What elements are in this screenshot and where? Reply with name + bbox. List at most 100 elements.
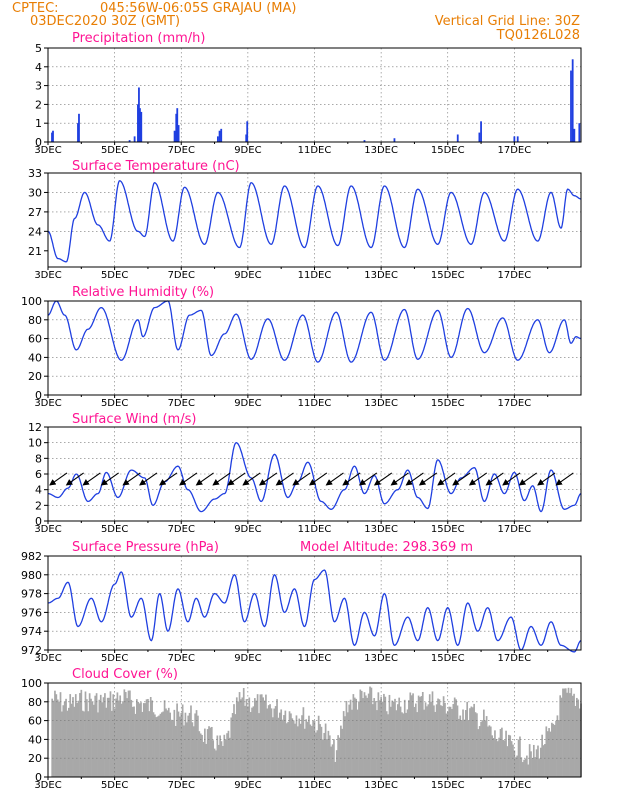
cloud-bar: [412, 693, 414, 777]
cloud-bar: [571, 695, 574, 777]
cloud-bar: [545, 726, 548, 777]
cloud-bar: [222, 745, 224, 777]
cloud-bar: [555, 720, 557, 777]
cloud-bar: [241, 697, 244, 777]
y-tick-label: 60: [28, 333, 42, 346]
cloud-bar: [335, 750, 338, 777]
precipitation-bars: [51, 59, 581, 142]
cloud-bar: [534, 757, 537, 777]
cloud-bar: [210, 726, 213, 777]
precip-bar: [516, 136, 519, 142]
cloud-bar: [230, 717, 233, 777]
header-grid-line: Vertical Grid Line: 30Z: [435, 14, 580, 29]
x-tick-label: 3DEC: [34, 270, 61, 281]
cloud-bar: [277, 717, 280, 777]
y-tick-label: 20: [28, 752, 42, 765]
cloud-bar: [212, 740, 215, 777]
cloud-bar: [297, 726, 299, 777]
cloud-bar: [544, 744, 546, 777]
cloud-bar: [313, 720, 316, 777]
cloud-bar: [141, 711, 144, 777]
cloud-bar: [370, 687, 373, 777]
cloud-bar: [148, 711, 151, 777]
wind-arrow: [437, 472, 456, 486]
x-tick-label: 11DEC: [298, 145, 332, 156]
cloud-bar: [112, 694, 115, 777]
cloud-bar: [154, 714, 156, 777]
cloud-bar: [487, 726, 489, 777]
cloud-bar: [80, 689, 83, 777]
cloud-bar: [449, 706, 452, 777]
x-tick-label: 7DEC: [168, 145, 195, 156]
precip-bar: [177, 125, 180, 142]
cloud-bar: [463, 719, 466, 777]
y-tick-label: 2: [35, 98, 42, 111]
cloud-bar: [566, 692, 568, 777]
cloud-bar: [98, 699, 101, 777]
cloud-bar: [438, 699, 441, 777]
cloud-bar: [394, 698, 396, 777]
x-tick-label: 7DEC: [168, 524, 195, 535]
cloud-bar: [459, 715, 462, 777]
cloud-bar: [187, 715, 190, 777]
cloud-bar: [213, 748, 216, 777]
x-tick-label: 15DEC: [431, 270, 465, 281]
cloud-bar: [503, 740, 506, 777]
cloud-bar: [55, 694, 58, 777]
precip-bar: [218, 130, 221, 142]
wind-arrow: [452, 472, 471, 486]
cloud-bar: [489, 726, 492, 777]
cloud-bar: [392, 701, 395, 777]
cloud-bar: [344, 716, 346, 777]
cloud-bar: [569, 693, 571, 777]
cloud-bar: [499, 729, 502, 777]
cloud-bar: [409, 692, 412, 777]
wind-arrow: [373, 472, 393, 486]
cloud-bar: [133, 706, 135, 777]
series-line: [47, 569, 582, 653]
cloud-bar: [327, 730, 330, 777]
cloud-bar: [458, 718, 460, 777]
cloud-bar: [131, 706, 134, 777]
precip-bar: [571, 59, 574, 142]
cloud-bar: [237, 701, 240, 777]
cloud-bar: [199, 733, 202, 777]
y-tick-label: 0: [35, 389, 42, 402]
cloud-bar: [346, 712, 349, 777]
cloud-bar: [70, 703, 73, 777]
precipitation-x-axis: 3DEC 5DEC 7DEC 9DEC 11DEC 13DEC 15DEC 17DEC: [34, 142, 549, 156]
cloud-bar: [448, 706, 450, 777]
precip-bar: [78, 113, 80, 142]
cloud-bar: [111, 710, 113, 777]
y-tick-label: 4: [35, 61, 42, 74]
cloud-bar: [384, 696, 387, 777]
cloud-bar: [570, 688, 573, 777]
cloud-bar: [470, 706, 473, 777]
cloud-bar: [267, 705, 270, 777]
cloud-bar: [549, 731, 552, 777]
x-tick-label: 11DEC: [298, 270, 332, 281]
cloud-bar: [155, 717, 158, 777]
y-tick-label: 10: [28, 437, 42, 450]
cloud-bar: [576, 697, 578, 777]
cloud-bar: [242, 688, 245, 777]
cloud-bar: [542, 745, 545, 777]
cloud-bar: [403, 699, 406, 777]
cloud-bar: [88, 693, 91, 777]
cloud-bar: [437, 698, 439, 777]
precip-bar: [456, 134, 459, 142]
cloud-bar: [73, 706, 76, 777]
x-tick-label: 17DEC: [498, 780, 532, 791]
cloud-bar: [144, 703, 147, 777]
wind-arrow: [139, 472, 158, 486]
model-altitude-label: Model Altitude: 298.369 m: [300, 540, 473, 555]
cloud-bar: [353, 697, 356, 777]
cloud-bar: [152, 712, 155, 777]
cloud-bar: [523, 759, 525, 777]
cloud-bar: [433, 705, 435, 777]
cloud-bar: [102, 697, 105, 777]
cloud-bar: [439, 705, 442, 777]
cloud-bar: [376, 710, 378, 777]
series-line: [47, 180, 581, 263]
x-tick-label: 11DEC: [298, 524, 332, 535]
